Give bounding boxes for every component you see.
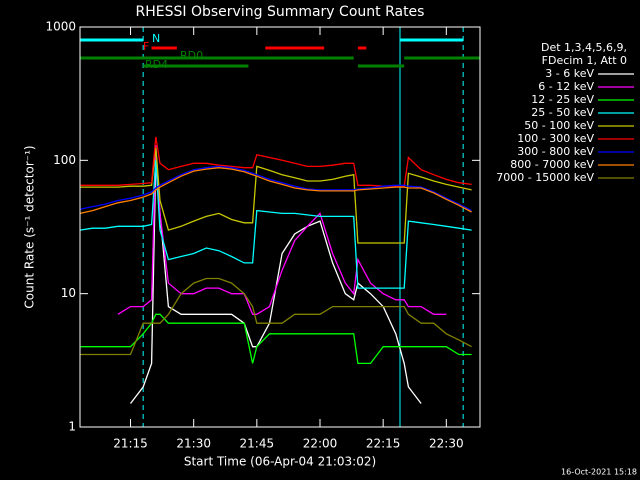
y-tick-label: 10: [61, 286, 76, 300]
legend-label: 800 - 7000 keV: [510, 158, 594, 171]
x-tick-label: 22:15: [366, 437, 401, 451]
flag-label: F: [143, 40, 149, 53]
x-tick-label: 21:30: [176, 437, 211, 451]
x-tick-label: 21:15: [113, 437, 148, 451]
series-line: [80, 313, 472, 365]
legend-label: 3 - 6 keV: [545, 67, 594, 80]
legend-label: 6 - 12 keV: [538, 80, 594, 93]
x-tick-label: 22:00: [303, 437, 338, 451]
legend-label: 7000 - 15000 keV: [496, 171, 594, 184]
footer: 16-Oct-2021 15:18: [561, 468, 637, 477]
x-tick-label: 22:30: [429, 437, 464, 451]
series-line: [80, 147, 472, 244]
legend-label: 12 - 25 keV: [531, 93, 594, 106]
series-line: [129, 160, 422, 404]
legend-label: 50 - 100 keV: [524, 119, 594, 132]
series-line: [79, 160, 472, 289]
plot-frame: [79, 26, 481, 428]
y-tick-label: 100: [53, 153, 76, 167]
series-line: [80, 277, 472, 356]
series-line: [79, 165, 472, 212]
y-axis-label: Count Rate (s⁻¹ detector⁻¹): [23, 145, 37, 308]
legend-header: Det 1,3,4,5,6,9,: [541, 41, 627, 54]
y-tick-label: 1: [68, 420, 76, 434]
series-line: [117, 145, 447, 315]
flag-label: RD0: [180, 49, 203, 62]
y-tick-label: 1000: [45, 20, 76, 34]
legend-header: FDecim 1, Att 0: [542, 54, 627, 67]
legend-label: 100 - 300 keV: [517, 132, 594, 145]
series-line: [80, 136, 472, 187]
x-tick-label: 21:45: [240, 437, 275, 451]
flag-label: N: [152, 32, 160, 45]
legend-label: 25 - 50 keV: [531, 106, 594, 119]
x-axis-label: Start Time (06-Apr-04 21:03:02): [184, 455, 376, 469]
chart-title: RHESSI Observing Summary Count Rates: [136, 4, 425, 20]
flag-label: RD4: [145, 58, 168, 71]
legend-label: 300 - 800 keV: [517, 145, 594, 158]
series-line: [79, 167, 472, 215]
